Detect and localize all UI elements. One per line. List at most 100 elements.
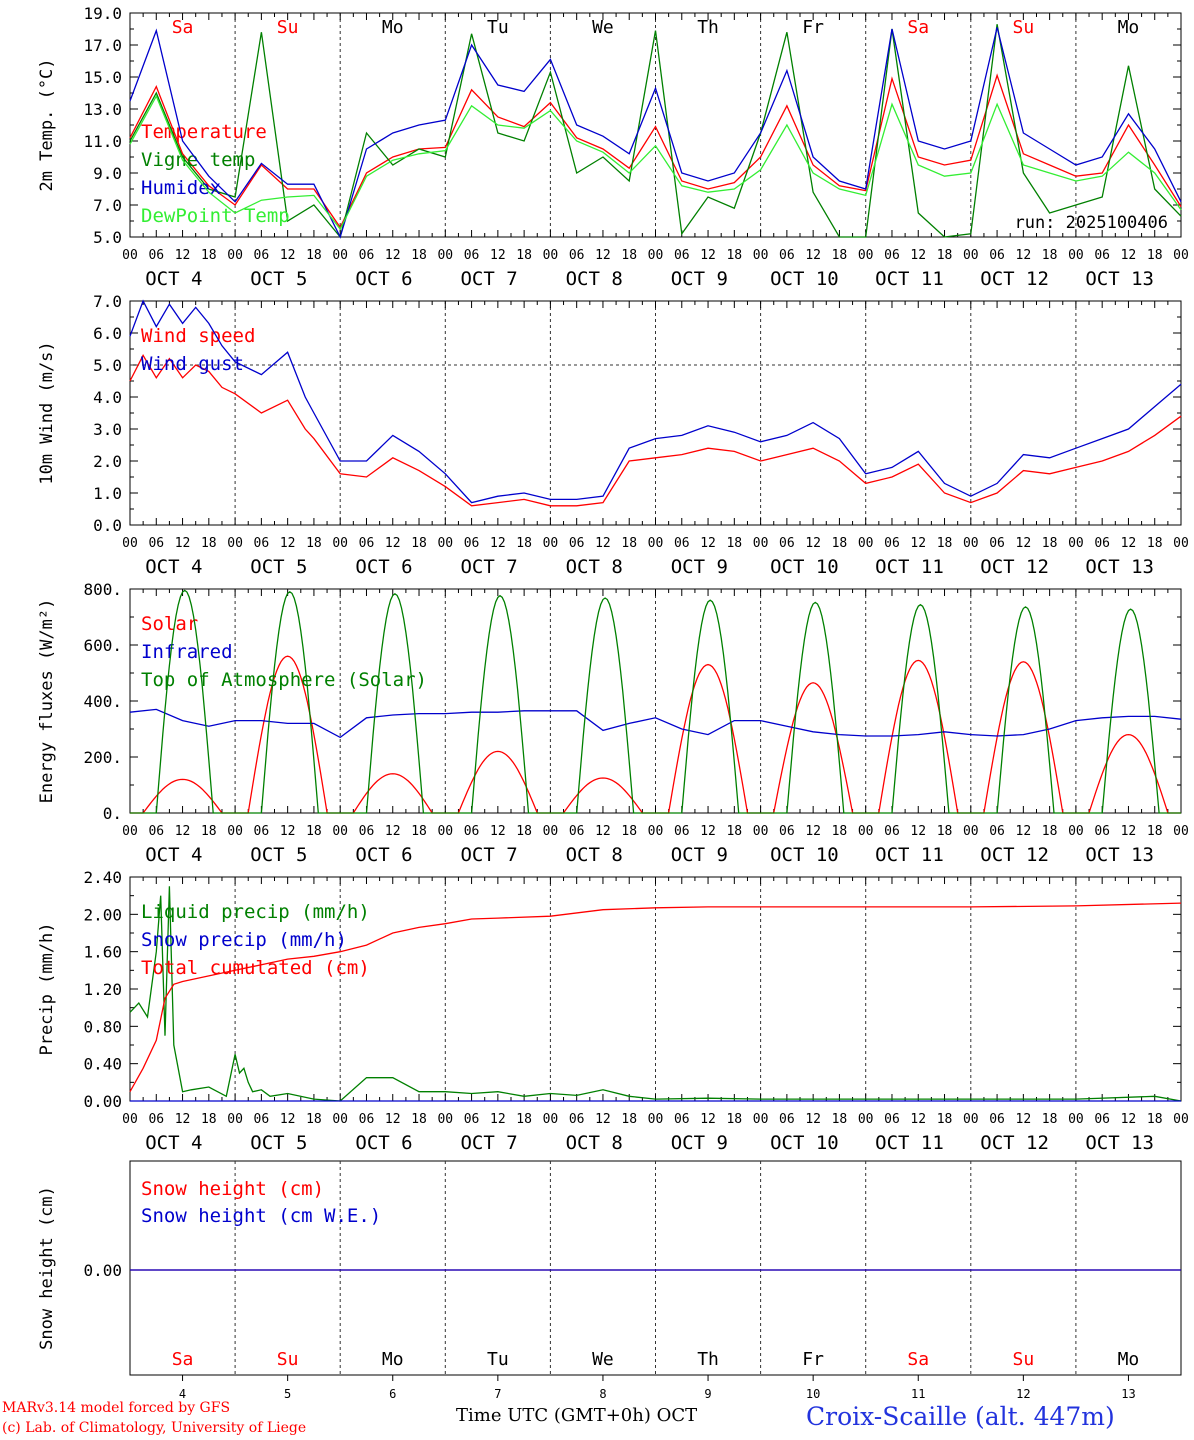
hour-tick-label: 12 xyxy=(385,1112,401,1127)
hour-tick-label: 12 xyxy=(595,824,611,839)
hour-tick-label: 00 xyxy=(1068,536,1084,551)
hour-tick-label: 12 xyxy=(385,248,401,263)
y-tick-label: 9.0 xyxy=(93,164,122,183)
series-line xyxy=(129,94,1182,231)
hour-tick-label: 00 xyxy=(332,536,348,551)
hour-tick-label: 12 xyxy=(700,248,716,263)
legend-label: Total cumulated (cm) xyxy=(141,957,370,979)
day-name-bottom: We xyxy=(592,1349,614,1370)
series-line xyxy=(129,27,1182,239)
hour-tick-label: 12 xyxy=(1016,248,1032,263)
date-label: OCT 9 xyxy=(671,1132,728,1154)
day-name-top: Sa xyxy=(172,17,194,38)
hour-tick-label: 12 xyxy=(1016,824,1032,839)
y-tick-label: 600. xyxy=(83,636,122,655)
date-label: OCT 12 xyxy=(980,556,1049,578)
day-name-bottom: Tu xyxy=(487,1349,509,1370)
hour-tick-label: 00 xyxy=(753,248,769,263)
y-tick-label: 400. xyxy=(83,692,122,711)
y-tick-label: 2.40 xyxy=(83,868,122,887)
hour-tick-label: 12 xyxy=(175,248,191,263)
hour-tick-label: 18 xyxy=(726,1112,742,1127)
day-name-bottom: Mo xyxy=(1118,1349,1140,1370)
hour-tick-label: 06 xyxy=(989,824,1005,839)
hour-tick-label: 12 xyxy=(595,248,611,263)
hour-tick-label: 06 xyxy=(148,1112,164,1127)
hour-tick-label: 12 xyxy=(490,248,506,263)
hour-tick-label: 00 xyxy=(543,536,559,551)
series-line xyxy=(130,589,1181,814)
hour-tick-label: 00 xyxy=(227,824,243,839)
series-line xyxy=(129,354,1182,507)
hour-tick-label: 18 xyxy=(1042,824,1058,839)
date-label: OCT 4 xyxy=(145,1132,202,1154)
legend-label: Wind gust xyxy=(141,353,244,375)
hour-tick-label: 12 xyxy=(1016,536,1032,551)
hour-tick-label: 06 xyxy=(1094,1112,1110,1127)
legend-label: Infrared xyxy=(141,641,233,663)
hour-tick-label: 18 xyxy=(516,536,532,551)
day-name-top: Su xyxy=(1013,17,1035,38)
date-label: OCT 11 xyxy=(875,556,944,578)
hour-tick-label: 12 xyxy=(700,536,716,551)
hour-tick-label: 00 xyxy=(1068,248,1084,263)
run-label: run: 2025100406 xyxy=(1014,213,1168,233)
model-credit: MARv3.14 model forced by GFS xyxy=(2,1400,231,1416)
hour-tick-label: 00 xyxy=(648,536,664,551)
hour-tick-label: 00 xyxy=(122,248,138,263)
y-tick-label: 5.0 xyxy=(93,356,122,375)
hour-tick-label: 18 xyxy=(1147,536,1163,551)
y-axis-title: 10m Wind (m/s) xyxy=(37,341,57,484)
hour-tick-label: 06 xyxy=(884,824,900,839)
day-name-top: Th xyxy=(697,17,719,38)
date-label: OCT 10 xyxy=(770,268,839,290)
y-tick-label: 19.0 xyxy=(83,4,122,23)
day-name-bottom: Su xyxy=(277,1349,299,1370)
hour-tick-label: 00 xyxy=(437,536,453,551)
date-label: OCT 8 xyxy=(566,844,623,866)
hour-tick-label: 18 xyxy=(726,536,742,551)
hour-tick-label: 06 xyxy=(148,824,164,839)
hour-tick-label: 18 xyxy=(1147,824,1163,839)
day-name-bottom: Fr xyxy=(802,1349,824,1370)
hour-tick-label: 00 xyxy=(227,1112,243,1127)
hour-tick-label: 00 xyxy=(1173,536,1189,551)
date-label: OCT 12 xyxy=(980,844,1049,866)
date-label: OCT 5 xyxy=(250,556,307,578)
hour-tick-label: 06 xyxy=(464,248,480,263)
hour-tick-label: 18 xyxy=(937,536,953,551)
day-number: 5 xyxy=(284,1387,291,1401)
hour-tick-label: 06 xyxy=(779,536,795,551)
hour-tick-label: 12 xyxy=(385,536,401,551)
hour-tick-label: 18 xyxy=(937,824,953,839)
date-label: OCT 12 xyxy=(980,1132,1049,1154)
date-label: OCT 7 xyxy=(460,1132,517,1154)
hour-tick-label: 00 xyxy=(543,824,559,839)
hour-tick-label: 00 xyxy=(1173,1112,1189,1127)
y-tick-label: 0.80 xyxy=(83,1017,122,1036)
y-tick-label: 5.0 xyxy=(93,228,122,247)
hour-tick-label: 18 xyxy=(516,248,532,263)
hour-tick-label: 12 xyxy=(175,536,191,551)
hour-tick-label: 06 xyxy=(359,1112,375,1127)
plot-frame xyxy=(129,12,1182,238)
legend-label: Snow height (cm) xyxy=(141,1178,324,1200)
x-axis-title: Time UTC (GMT+0h) OCT xyxy=(456,1405,698,1426)
day-number: 7 xyxy=(494,1387,501,1401)
hour-tick-label: 00 xyxy=(1068,1112,1084,1127)
hour-tick-label: 12 xyxy=(805,1112,821,1127)
hour-tick-label: 00 xyxy=(227,536,243,551)
hour-tick-label: 12 xyxy=(1121,536,1137,551)
legend-label: Humidex xyxy=(141,177,221,199)
hour-tick-label: 18 xyxy=(306,1112,322,1127)
hour-tick-label: 18 xyxy=(726,248,742,263)
hour-tick-label: 12 xyxy=(280,248,296,263)
hour-tick-label: 12 xyxy=(490,536,506,551)
date-label: OCT 6 xyxy=(355,268,412,290)
hour-tick-label: 06 xyxy=(569,248,585,263)
hour-tick-label: 00 xyxy=(332,824,348,839)
hour-tick-label: 12 xyxy=(805,248,821,263)
y-tick-label: 17.0 xyxy=(83,36,122,55)
hour-tick-label: 18 xyxy=(621,1112,637,1127)
